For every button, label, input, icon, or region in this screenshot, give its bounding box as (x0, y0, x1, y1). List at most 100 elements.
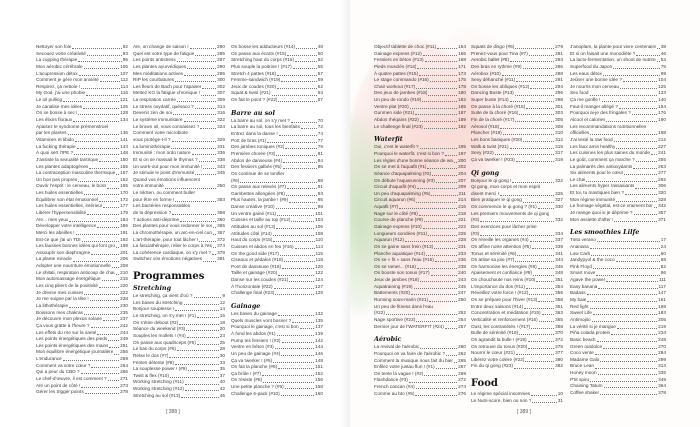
entry-title: Souples les mollets ! (#4) (133, 332, 186, 338)
entry-title: Concentration et méditation (#15) (471, 310, 541, 316)
entry-title: Les recommandations nutritionnelles (570, 123, 647, 129)
dot-leader (294, 247, 315, 249)
entry-title: Des plantes pour vous redonner le sourir… (133, 223, 213, 229)
entry-title: On fait la planche (#6) (231, 364, 278, 370)
dot-leader (97, 227, 120, 229)
entry-title: Mettez KO la fatigue chronique ! (133, 90, 200, 96)
entry-title: Nage sportive (#23) (374, 316, 416, 322)
dot-leader (413, 287, 458, 289)
dot-leader (515, 121, 555, 123)
index-entry: Pourquoi ai-je des fringales ? 176 (570, 110, 666, 117)
entry-page-number: 233 (458, 250, 466, 256)
index-entry: On débute l'aquarunning (#3) 207 (374, 178, 466, 185)
entry-page-number: 186 (120, 223, 128, 229)
dot-leader (399, 208, 458, 210)
index-entry: Entrez dans la danse ! 74 (231, 131, 323, 138)
dot-leader (273, 287, 315, 289)
entry-page-number: 93 (317, 190, 323, 196)
index-entry: Les aliments hyper rassasiants 306 (570, 183, 666, 190)
entry-title: La barre au sol, tous les bienfaits (231, 124, 300, 130)
entry-page-number: 296 (555, 90, 563, 96)
entry-page-number: 338 (217, 156, 225, 162)
dot-leader (116, 174, 120, 176)
entry-page-number: 307 (217, 90, 225, 96)
entry-page-number: 367 (217, 229, 225, 235)
entry-page-number: 101 (315, 210, 323, 216)
entry-page-number: 121 (120, 97, 128, 103)
index-entry: Six aliments pour le cœur 277 (570, 170, 666, 177)
entry-page-number: 274 (458, 384, 466, 390)
entry-page-number: 336 (217, 150, 225, 156)
entry-title: Abdos rhéqains (#22) (374, 117, 419, 123)
dot-leader (91, 366, 120, 368)
entry-title: Je nourris mon cerveau (570, 83, 619, 89)
entry-page-number: 172 (120, 196, 128, 202)
dot-leader (282, 168, 317, 170)
dot-leader (603, 387, 658, 389)
entry-title: Jeûner une bonne idée ? (570, 77, 622, 83)
index-entry: Abdos de danseuse (#4) 84 (231, 158, 323, 165)
entry-page-number: 139 (315, 330, 323, 336)
entry-title: L'importance du dos (#11) (471, 283, 525, 289)
index-entry: On tente la vague ! (#2) 269 (374, 371, 466, 378)
entry-title: La fucking thérapie (36, 143, 76, 149)
index-entry: Les eaux détox 99 (570, 71, 666, 78)
index-entry: Walk & twist (#21) 315 (471, 144, 563, 151)
entry-page-number: 202 (458, 164, 466, 170)
entry-title: (#3) (471, 230, 480, 236)
entry-title: La vérité si je mangue (570, 323, 616, 329)
dot-leader (527, 340, 555, 342)
entry-page-number: 276 (458, 390, 466, 396)
dot-leader (618, 107, 658, 109)
index-entry: On s'étire debout (#2) 18 (133, 320, 225, 327)
entry-page-number: 291 (555, 77, 563, 83)
entry-page-number: 361 (555, 303, 563, 309)
dot-leader (435, 368, 458, 370)
index-entry: Qui a peur du CBD ? 266 (36, 369, 128, 376)
entry-title: Bonjour souplesse ! (133, 306, 175, 312)
index-entry: Enfilez votre justau flun ! (#1) 267 (374, 364, 466, 371)
index-entry: Première chorée (#3) 81 (231, 151, 323, 158)
entry-page-number: 168 (458, 57, 466, 63)
entry-title: Verticalité et renforcement (#16) (471, 316, 538, 322)
index-column-6: J'anoplam, la plante pour vivre centenai… (570, 44, 666, 397)
entry-page-number: 365 (555, 316, 563, 322)
entry-page-number: 169 (658, 303, 666, 309)
dot-leader (515, 261, 555, 263)
entry-title: La chromothérapie, un arc-en-ciel curati… (133, 229, 213, 235)
index-entry: Gainage express (#12) 166 (374, 51, 466, 58)
entry-page-number: 382 (555, 363, 563, 369)
entry-title: Prenez-vous pour Tina (#7) (471, 50, 528, 56)
entry-title: Boissons mes chakras (36, 309, 83, 315)
entry-page-number: 325 (555, 190, 563, 196)
index-entry: Easy banana 117 (570, 284, 666, 291)
entry-title: Abdos de danseuse (#4) (231, 157, 283, 163)
index-entry: Faut-il manger allégé ? 154 (570, 104, 666, 111)
entry-page-number: 166 (458, 50, 466, 56)
dot-leader (83, 313, 120, 315)
entry-title: 7 actions anti-déprime (133, 216, 180, 222)
dot-leader (171, 141, 217, 143)
entry-page-number: 137 (315, 324, 323, 330)
dot-leader (275, 294, 315, 296)
entry-title: Ça me gonfle ! (570, 97, 601, 103)
index-entry: Longueurs sondées (#11) 225 (374, 231, 466, 238)
entry-page-number: 227 (658, 143, 666, 149)
entry-page-number: 235 (120, 309, 128, 315)
index-entry: La fucking thérapie 143 (36, 144, 128, 151)
index-entry: Le stretching, ça vient d'où ? 9 (133, 293, 225, 300)
index-entry: Fin de la choré (#17) 305 (471, 117, 563, 124)
index-entry: L'acupression détox 107 (36, 71, 128, 78)
entry-title: On booste son tonus (#17) (374, 270, 430, 276)
entry-page-number: 114 (120, 83, 128, 89)
index-entry: Prenez-vous pour Tina (#7) 281 (471, 51, 563, 58)
index-entry: Les recommandations nutritionnelles (570, 124, 666, 131)
dot-leader (200, 94, 217, 96)
index-entry: Bonjour le qi gong ! 322 (471, 178, 563, 185)
index-entry: Pont de danseuse (#19) 120 (231, 264, 323, 271)
entry-title: Je découvre mon plexus solaire (36, 316, 102, 322)
dot-leader (415, 388, 458, 390)
entry-page-number: 279 (555, 43, 563, 49)
entry-page-number: 267 (458, 364, 466, 370)
index-entry: Vitamines et libido 141 (36, 137, 128, 144)
